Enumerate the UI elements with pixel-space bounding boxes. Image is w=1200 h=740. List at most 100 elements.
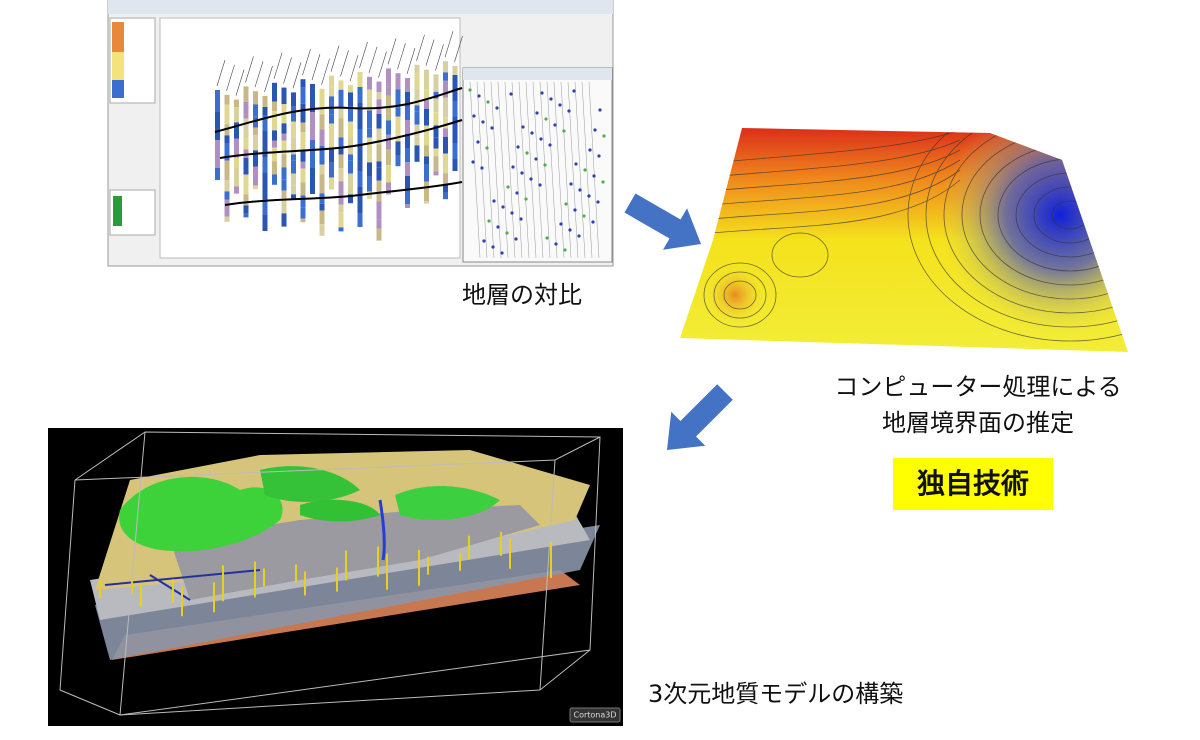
bore-segment bbox=[234, 122, 239, 139]
terrain-green bbox=[395, 485, 500, 520]
bore-segment bbox=[224, 143, 230, 161]
bore-segment bbox=[224, 135, 230, 144]
bore-segment bbox=[376, 180, 382, 193]
bore-label-line bbox=[340, 50, 349, 77]
bore-segment bbox=[367, 137, 372, 156]
bore-segment bbox=[272, 82, 277, 102]
bore-columns bbox=[215, 31, 463, 241]
map-line bbox=[504, 81, 516, 259]
map-dot bbox=[573, 208, 577, 212]
bore-segment bbox=[405, 134, 410, 148]
bore-segment bbox=[386, 134, 391, 150]
map-dot bbox=[539, 137, 543, 141]
bore-segment bbox=[405, 190, 410, 204]
bore-segment bbox=[234, 99, 239, 108]
bore-segment bbox=[452, 135, 458, 143]
bore-segment bbox=[424, 181, 429, 202]
bore-segment bbox=[319, 145, 325, 165]
boundary-line bbox=[219, 119, 463, 159]
bore-segment bbox=[272, 111, 277, 131]
bore-segment bbox=[443, 128, 448, 137]
map-dot bbox=[487, 219, 491, 223]
estimation-label: 地層境界面の推定 bbox=[882, 409, 1074, 437]
bore-segment bbox=[243, 194, 249, 206]
legend-swatch bbox=[112, 52, 124, 80]
map-dot bbox=[535, 111, 539, 115]
bore-segment bbox=[376, 201, 382, 220]
bore-segment bbox=[272, 161, 277, 175]
bore-segment bbox=[424, 100, 429, 109]
contour bbox=[907, 128, 1128, 342]
bore-segment bbox=[319, 174, 325, 194]
viewer-logo: Cortona3D bbox=[573, 711, 616, 720]
contour bbox=[943, 128, 1128, 314]
map-line bbox=[553, 81, 565, 259]
bore-segment bbox=[395, 107, 401, 117]
bore-segment bbox=[433, 112, 439, 126]
map-dot bbox=[596, 200, 600, 204]
bore-segment bbox=[281, 133, 287, 141]
bore-segment bbox=[386, 95, 391, 114]
map-line bbox=[518, 81, 530, 259]
bore-label-line bbox=[454, 35, 463, 63]
map-line bbox=[497, 81, 509, 259]
bore-segment bbox=[224, 160, 230, 181]
bore-segment bbox=[433, 148, 439, 157]
toolbar bbox=[108, 0, 613, 14]
terrain-green bbox=[260, 466, 360, 502]
boundary-surface bbox=[680, 128, 1128, 352]
box-edge bbox=[539, 459, 556, 691]
map-dot bbox=[549, 97, 553, 101]
bore-segment bbox=[319, 203, 325, 211]
map-dot bbox=[516, 145, 520, 149]
bore-segment bbox=[443, 136, 448, 154]
bore-segment bbox=[329, 141, 334, 149]
bore-label-line bbox=[321, 58, 330, 85]
bore-segment bbox=[338, 108, 344, 119]
map-line bbox=[539, 81, 551, 259]
bore-segment bbox=[357, 72, 363, 87]
bore-segment bbox=[338, 181, 344, 194]
bore-segment bbox=[443, 117, 448, 129]
map-line bbox=[532, 81, 544, 259]
boundary-line bbox=[214, 87, 463, 133]
bore-segment bbox=[405, 106, 410, 120]
bore-segment bbox=[234, 138, 239, 158]
bore-segment bbox=[253, 91, 258, 105]
bore-segment bbox=[395, 141, 401, 156]
boundary-line bbox=[224, 181, 463, 206]
bore-segment bbox=[433, 125, 439, 138]
box-edge bbox=[59, 479, 121, 716]
map-dot bbox=[574, 162, 578, 166]
legend-swatch bbox=[112, 22, 124, 52]
bore-segment bbox=[291, 173, 296, 186]
bore-segment bbox=[243, 157, 249, 175]
contour bbox=[699, 179, 961, 235]
map-line bbox=[588, 81, 600, 259]
bore-segment bbox=[367, 101, 372, 111]
bore-segment bbox=[433, 98, 439, 113]
bore-segment bbox=[253, 150, 258, 167]
bore-segment bbox=[338, 227, 344, 232]
bore-segment bbox=[414, 124, 420, 137]
bore-segment bbox=[452, 159, 458, 171]
bore-segment bbox=[329, 87, 334, 97]
bore-segment bbox=[443, 184, 448, 193]
arrow bbox=[667, 384, 733, 450]
bore-segment bbox=[215, 146, 220, 158]
surface-high bbox=[680, 128, 1128, 352]
bore-segment bbox=[433, 91, 439, 99]
bore-segment bbox=[386, 86, 391, 96]
bore-segment bbox=[281, 198, 287, 214]
bore-segment bbox=[253, 166, 258, 186]
map-line bbox=[483, 81, 495, 259]
bore-segment bbox=[310, 140, 315, 146]
legend-swatch bbox=[112, 80, 124, 98]
map-dot bbox=[593, 128, 597, 132]
bore-segment bbox=[386, 149, 391, 166]
map-dot bbox=[515, 191, 519, 195]
map-dot bbox=[544, 117, 548, 121]
bore-segment bbox=[338, 118, 344, 138]
bore-segment bbox=[243, 86, 249, 102]
river bbox=[378, 499, 386, 561]
